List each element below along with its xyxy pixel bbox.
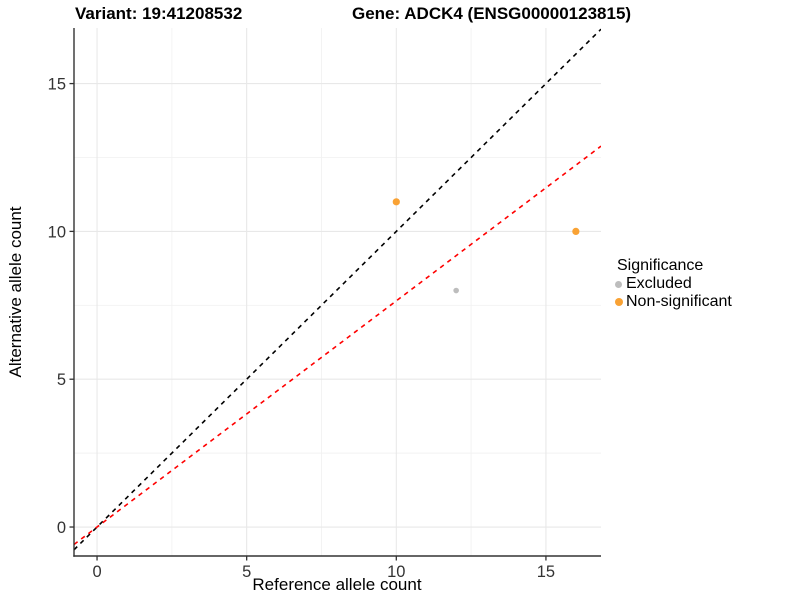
legend-item-label: Excluded — [626, 275, 692, 292]
legend-item-excluded: Excluded — [611, 275, 732, 293]
legend-item-label: Non-significant — [626, 293, 732, 310]
data-point-excluded — [453, 287, 459, 294]
legend-item-non-significant: Non-significant — [611, 293, 732, 311]
x-tick-label: 5 — [242, 563, 251, 581]
identity-line — [74, 28, 601, 551]
y-tick-label: 0 — [57, 519, 66, 537]
x-tick-label: 10 — [387, 563, 405, 581]
y-tick-label: 5 — [57, 371, 66, 389]
legend-title: Significance — [617, 257, 704, 274]
y-tick-label: 10 — [48, 223, 66, 241]
non-significant-point-icon — [611, 298, 626, 306]
x-axis-title: Reference allele count — [252, 575, 421, 594]
x-tick-label: 0 — [92, 563, 101, 581]
plot-title-variant: Variant: 19:41208532 — [75, 4, 243, 23]
expected-ratio-line — [74, 145, 601, 546]
y-axis-title: Alternative allele count — [6, 206, 25, 377]
data-point-non-significant — [572, 227, 580, 235]
legend: Significance Excluded Non-significant — [611, 256, 732, 311]
data-point-non-significant — [392, 198, 400, 206]
x-tick-label: 15 — [537, 563, 555, 581]
excluded-point-icon — [611, 280, 626, 288]
y-tick-label: 15 — [48, 76, 66, 94]
plot-title-gene: Gene: ADCK4 (ENSG00000123815) — [352, 4, 632, 23]
